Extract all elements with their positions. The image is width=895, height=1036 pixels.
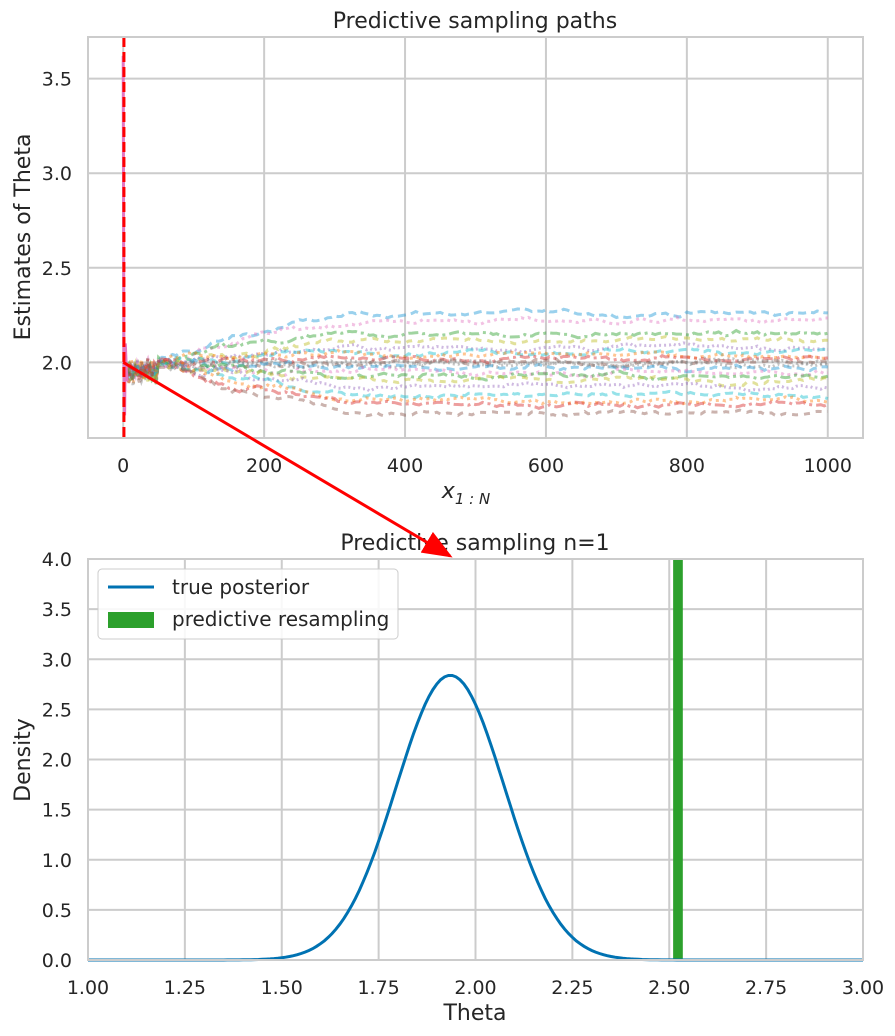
- legend: true posterior predictive resampling: [97, 568, 399, 640]
- sampling-path: [125, 356, 829, 382]
- legend-bar-swatch: [108, 612, 154, 628]
- sampling-path: [126, 353, 828, 385]
- bottom-x-tick-label: 1.25: [164, 977, 206, 999]
- bottom-y-tick-label: 0.5: [42, 900, 72, 922]
- bottom-x-tick-label: 1.75: [357, 977, 399, 999]
- top-y-tick-label: 2.0: [42, 352, 72, 374]
- predictive-resampling-bar: [673, 559, 683, 960]
- top-x-tick-label: 600: [528, 455, 564, 477]
- sampling-path: [125, 362, 828, 388]
- bottom-x-tick-label: 2.00: [454, 977, 496, 999]
- top-x-tick-label: 200: [246, 455, 282, 477]
- bottom-y-tick-label: 3.0: [42, 649, 72, 671]
- sampling-path: [126, 356, 828, 387]
- sampling-path: [125, 307, 828, 382]
- top-grid: [88, 37, 863, 438]
- sampling-path: [126, 315, 828, 378]
- sampling-path: [125, 348, 829, 385]
- bottom-x-tick-label: 2.25: [551, 977, 593, 999]
- legend-label-true-posterior: true posterior: [172, 575, 310, 599]
- sampling-path: [125, 328, 829, 384]
- bottom-x-tick-label: 3.00: [842, 977, 884, 999]
- bottom-y-ticks: 0.0 0.5 1.0 1.5 2.0 2.5 3.0 3.5 4.0: [42, 549, 72, 972]
- bottom-x-tick-label: 2.75: [745, 977, 787, 999]
- bottom-x-tick-label: 1.50: [261, 977, 303, 999]
- bottom-y-tick-label: 0.0: [42, 950, 72, 972]
- top-x-ticks: 0 200 400 600 800 1000: [117, 455, 852, 477]
- sampling-path: [125, 357, 828, 379]
- bottom-y-tick-label: 4.0: [42, 549, 72, 571]
- bottom-x-ticks: 1.00 1.25 1.50 1.75 2.00 2.25 2.50 2.75 3.00: [67, 977, 884, 999]
- bottom-y-tick-label: 1.0: [42, 850, 72, 872]
- top-chart-title: Predictive sampling paths: [333, 9, 617, 34]
- bottom-chart-title: Predictive sampling n=1: [340, 531, 609, 556]
- bottom-chart: Predictive sampling n=1 1.00 1.25 1.50 1.75…: [11, 531, 884, 1026]
- legend-label-predictive-resampling: predictive resampling: [172, 607, 389, 631]
- sampling-path: [126, 361, 829, 401]
- bottom-x-axis-label: Theta: [442, 1001, 506, 1026]
- sampling-path: [125, 335, 828, 382]
- bottom-frame: [87, 558, 864, 961]
- top-x-tick-label: 1000: [804, 455, 852, 477]
- bottom-x-tick-label: 2.50: [648, 977, 690, 999]
- sampling-path: [125, 359, 829, 387]
- bottom-y-tick-label: 3.5: [42, 599, 72, 621]
- top-x-axis-label-main: x: [441, 479, 456, 504]
- bottom-y-tick-label: 2.0: [42, 750, 72, 772]
- sampling-path: [125, 341, 828, 383]
- top-chart: Predictive sampling paths 0 200 400 600 800 1…: [11, 9, 864, 508]
- top-x-axis-label-sub: 1 : N: [455, 490, 490, 508]
- top-y-tick-label: 3.0: [42, 163, 72, 185]
- sampling-path: [125, 356, 829, 384]
- top-y-axis-label: Estimates of Theta: [11, 134, 36, 341]
- top-y-tick-label: 2.5: [42, 258, 72, 280]
- top-x-tick-label: 800: [669, 455, 705, 477]
- top-y-tick-label: 3.5: [42, 69, 72, 91]
- top-x-tick-label: 0: [117, 455, 129, 477]
- bottom-x-tick-label: 1.00: [67, 977, 109, 999]
- top-paths: [125, 307, 829, 418]
- top-y-ticks: 2.0 2.5 3.0 3.5: [42, 69, 72, 375]
- sampling-path: [125, 346, 828, 380]
- sampling-path: [125, 356, 828, 418]
- sampling-path: [125, 354, 829, 385]
- connector-arrow: [122, 361, 453, 558]
- top-x-tick-label: 400: [387, 455, 423, 477]
- legend-box: [97, 568, 399, 640]
- bottom-y-tick-label: 2.5: [42, 699, 72, 721]
- bottom-y-tick-label: 1.5: [42, 800, 72, 822]
- top-x-axis-label: x1 : N: [441, 479, 490, 508]
- top-frame: [87, 36, 864, 439]
- bottom-y-axis-label: Density: [11, 718, 36, 802]
